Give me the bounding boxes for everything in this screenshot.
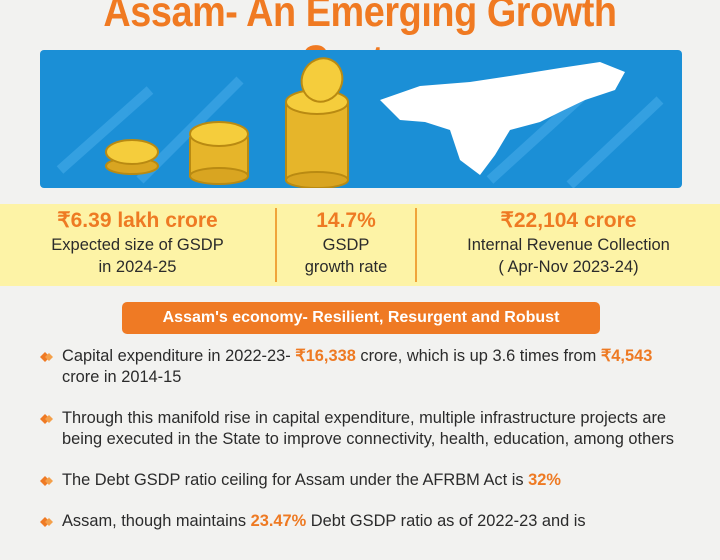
bullet-text: crore in 2014-15 (62, 368, 182, 386)
highlight-text: 23.47% (250, 512, 307, 530)
highlight-text: 32% (528, 471, 561, 489)
bullet: Through this manifold rise in capital ex… (40, 408, 685, 450)
stat-value: ₹22,104 crore (500, 209, 637, 232)
bullet: Capital expenditure in 2022-23- ₹16,338 … (40, 346, 685, 388)
stat-value: ₹6.39 lakh crore (57, 209, 218, 232)
stat-label: ( Apr-Nov 2023-24) (498, 258, 639, 276)
stat-label: growth rate (304, 258, 388, 276)
bullet: The Debt GSDP ratio ceiling for Assam un… (40, 470, 685, 491)
stat-label: in 2024-25 (98, 258, 177, 276)
stat-label: Internal Revenue Collection (467, 236, 670, 254)
bullet-icon (40, 476, 53, 486)
bullet-text: Capital expenditure in 2022-23- (62, 347, 296, 365)
bullet-icon (40, 414, 53, 424)
stat: ₹22,104 crore Internal Revenue Collection… (417, 204, 720, 286)
highlight-text: ₹16,338 (295, 347, 356, 365)
divider (275, 208, 277, 282)
bullet-list: Capital expenditure in 2022-23- ₹16,338 … (40, 346, 685, 552)
stat: ₹6.39 lakh crore Expected size of GSDP in … (0, 204, 275, 286)
stats-strip: ₹6.39 lakh crore Expected size of GSDP in … (0, 204, 720, 286)
stat-value: 14.7% (316, 209, 376, 232)
bullet-text: Through this manifold rise in capital ex… (62, 409, 674, 448)
highlight-text: ₹4,543 (600, 347, 653, 365)
bullet-text: Assam, though maintains (62, 512, 251, 530)
assam-map (380, 62, 625, 175)
bullet-icon (40, 352, 53, 362)
bullet: Assam, though maintains 23.47% Debt GSDP… (40, 511, 685, 532)
divider (415, 208, 417, 282)
stat-label: Expected size of GSDP (51, 236, 224, 254)
stat: 14.7% GSDP growth rate (277, 204, 415, 286)
stat-label: GSDP (322, 236, 370, 254)
bullet-text: Debt GSDP ratio as of 2022-23 and is (306, 512, 586, 530)
bullet-icon (40, 517, 53, 527)
section-title: Assam's economy- Resilient, Resurgent an… (122, 302, 600, 334)
banner (40, 50, 682, 188)
bullet-text: The Debt GSDP ratio ceiling for Assam un… (62, 471, 529, 489)
bullet-text: crore, which is up 3.6 times from (355, 347, 601, 365)
